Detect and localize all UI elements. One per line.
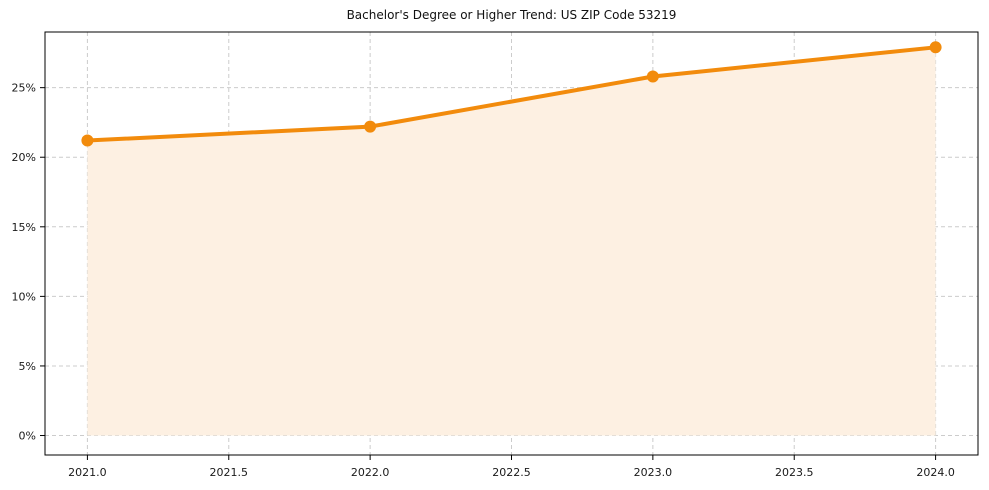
- x-tick-label: 2022.5: [492, 466, 531, 479]
- x-tick-label: 2022.0: [351, 466, 390, 479]
- y-tick-label: 10%: [12, 290, 36, 303]
- y-tick-label: 20%: [12, 151, 36, 164]
- chart-title: Bachelor's Degree or Higher Trend: US ZI…: [346, 8, 677, 22]
- data-point-marker: [81, 134, 94, 147]
- x-tick-label: 2021.5: [210, 466, 249, 479]
- y-tick-label: 25%: [12, 82, 36, 95]
- x-tick-label: 2024.0: [916, 466, 955, 479]
- data-point-marker: [364, 120, 377, 133]
- area-fill: [87, 47, 936, 436]
- data-point-marker: [929, 41, 942, 54]
- x-tick-label: 2023.0: [634, 466, 673, 479]
- x-tick-label: 2023.5: [775, 466, 814, 479]
- trend-line: [85, 45, 938, 143]
- y-tick-label: 5%: [19, 360, 36, 373]
- data-point-marker: [646, 70, 659, 83]
- y-tick-label: 0%: [19, 430, 36, 443]
- y-tick-label: 15%: [12, 221, 36, 234]
- x-tick-label: 2021.0: [68, 466, 107, 479]
